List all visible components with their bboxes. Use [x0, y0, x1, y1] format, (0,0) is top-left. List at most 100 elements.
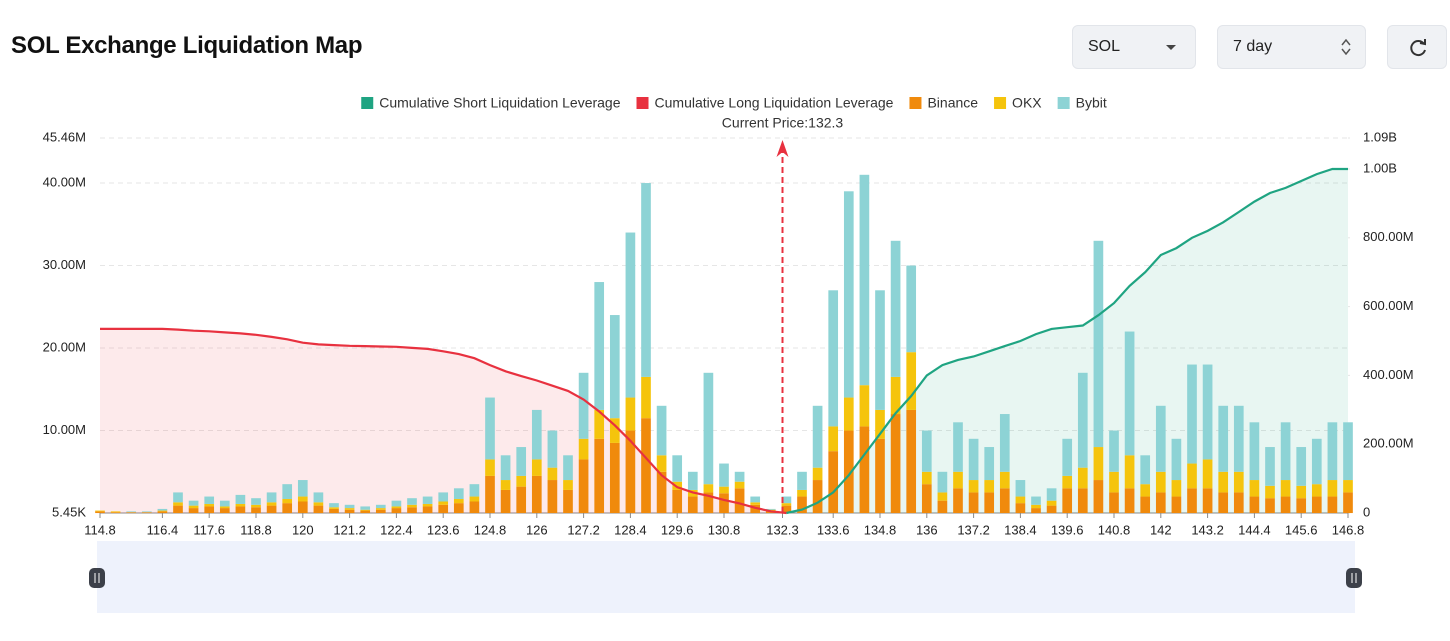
liquidation-bar — [703, 492, 714, 514]
zoom-handle — [89, 568, 105, 588]
liquidation-bar — [703, 372, 714, 485]
liquidation-bar — [594, 409, 605, 439]
legend-swatch — [1057, 97, 1070, 109]
liquidation-bar — [110, 512, 121, 514]
liquidation-bar — [828, 451, 839, 514]
liquidation-bar — [438, 501, 449, 505]
liquidation-bar — [1249, 480, 1260, 497]
liquidation-bar — [625, 430, 636, 514]
symbol-select[interactable]: SOL — [1072, 25, 1196, 69]
liquidation-bar — [313, 505, 324, 514]
liquidation-bar — [563, 480, 573, 490]
liquidation-bar — [141, 512, 152, 514]
liquidation-bar — [765, 509, 776, 511]
liquidation-bar — [453, 488, 464, 500]
period-select[interactable]: 7 day — [1217, 25, 1366, 69]
liquidation-bar — [781, 503, 792, 506]
liquidation-bar — [329, 503, 339, 508]
liquidation-bar — [469, 501, 480, 514]
liquidation-bar — [781, 505, 792, 514]
current-price-label: Current Price:132.3 — [722, 115, 844, 131]
liquidation-bar — [204, 503, 215, 507]
x-tick-label: 129.6 — [661, 522, 694, 537]
liquidation-bar — [219, 508, 230, 514]
liquidation-bar — [1311, 484, 1322, 497]
liquidation-bar — [282, 484, 293, 500]
liquidation-bar — [1265, 498, 1275, 514]
liquidation-bar — [329, 508, 339, 514]
zoom-slider — [97, 541, 1355, 613]
liquidation-bar — [126, 512, 137, 514]
x-tick-label: 139.6 — [1051, 522, 1084, 537]
liquidation-bar — [1249, 422, 1260, 481]
liquidation-bar — [1077, 467, 1088, 489]
liquidation-bar — [547, 467, 558, 481]
liquidation-bar — [1077, 488, 1088, 514]
refresh-button[interactable] — [1387, 25, 1447, 69]
liquidation-bar — [937, 471, 948, 493]
liquidation-bar — [516, 447, 527, 476]
liquidation-bar — [282, 499, 293, 504]
liquidation-bar — [1124, 455, 1135, 489]
liquidation-bar — [1218, 405, 1229, 472]
liquidation-bar — [531, 409, 542, 460]
liquidation-bar — [547, 480, 558, 514]
liquidation-bar — [734, 471, 745, 482]
liquidation-bar — [391, 506, 402, 509]
y2-tick-label: 1.00B — [1363, 160, 1397, 175]
liquidation-bar — [875, 409, 885, 439]
x-tick-label: 122.4 — [380, 522, 413, 537]
liquidation-bar — [1343, 480, 1353, 493]
liquidation-bar — [313, 502, 324, 506]
liquidation-bar — [656, 455, 667, 472]
liquidation-bar — [1218, 492, 1229, 514]
liquidation-bar — [719, 486, 729, 494]
x-tick-label: 138.4 — [1004, 522, 1037, 537]
liquidation-bar — [1015, 496, 1026, 504]
x-tick-label: 126 — [526, 522, 548, 537]
liquidation-bar — [126, 511, 137, 513]
liquidation-bar — [157, 510, 168, 512]
x-tick-label: 120 — [292, 522, 314, 537]
liquidation-bar — [859, 426, 870, 514]
liquidation-bar — [984, 492, 995, 514]
liquidation-bar — [1015, 480, 1026, 497]
liquidation-bar — [1093, 447, 1104, 481]
liquidation-bar — [1202, 488, 1213, 514]
cumulative-area — [786, 169, 1348, 513]
liquidation-bar — [1140, 496, 1151, 514]
liquidation-bar — [1031, 504, 1041, 509]
x-tick-label: 133.6 — [817, 522, 850, 537]
legend-swatch — [636, 97, 649, 109]
liquidation-bar — [235, 494, 246, 504]
liquidation-bar — [422, 506, 433, 514]
liquidation-bar — [1187, 488, 1197, 514]
liquidation-bar — [656, 471, 667, 514]
liquidation-bar — [1311, 496, 1322, 514]
liquidation-bar — [1249, 496, 1260, 514]
y-tick-label: 10.00M — [43, 422, 86, 437]
liquidation-bar — [1327, 496, 1338, 514]
liquidation-bar — [1124, 331, 1135, 456]
liquidation-bar — [859, 385, 870, 427]
liquidation-bar — [344, 509, 355, 514]
liquidation-bar — [641, 183, 651, 377]
liquidation-bar — [453, 499, 464, 504]
liquidation-bar — [1311, 438, 1322, 485]
liquidation-bar — [251, 504, 261, 508]
legend-label: Binance — [927, 95, 978, 111]
liquidation-bar — [422, 503, 433, 507]
liquidation-bar — [953, 488, 963, 514]
liquidation-bar — [1031, 496, 1041, 505]
liquidation-bar — [703, 484, 714, 493]
liquidation-bar — [157, 508, 168, 511]
liquidation-bar — [1171, 480, 1182, 497]
liquidation-bar — [266, 492, 277, 503]
liquidation-bar — [968, 480, 979, 493]
liquidation-bar — [828, 290, 839, 427]
liquidation-bar — [999, 471, 1010, 489]
liquidation-bar — [110, 511, 121, 513]
liquidation-bar — [188, 500, 199, 506]
liquidation-bar — [1218, 471, 1229, 493]
